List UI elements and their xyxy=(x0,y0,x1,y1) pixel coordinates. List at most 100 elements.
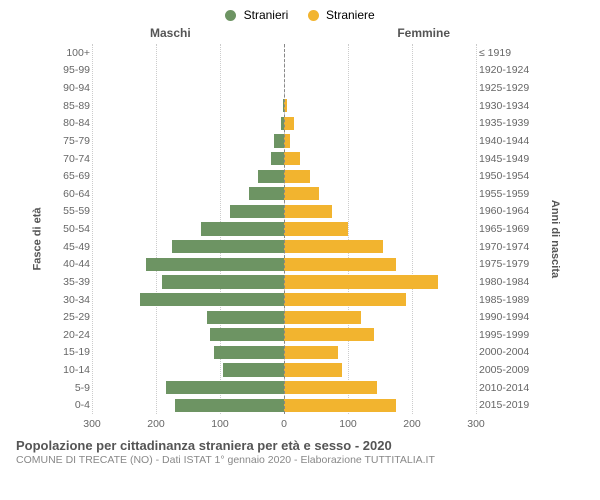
bar-zone-right xyxy=(284,399,476,412)
pyramid-row: 15-192000-2004 xyxy=(54,344,534,362)
bar-zone xyxy=(92,291,476,309)
bar-zone-left xyxy=(92,275,284,288)
bar-zone xyxy=(92,79,476,97)
bar-zone-left xyxy=(92,117,284,130)
birth-year-label: 2010-2014 xyxy=(476,382,534,394)
bar-male xyxy=(274,134,284,147)
bar-zone xyxy=(92,220,476,238)
birth-year-label: 1995-1999 xyxy=(476,329,534,341)
pyramid-row: 65-69 1950-1954 xyxy=(54,167,534,185)
bar-zone-right xyxy=(284,117,476,130)
birth-year-label: ≤ 1919 xyxy=(476,47,534,59)
bar-female xyxy=(284,275,438,288)
plot-area: Fasce di età Anni di nascita 100+ ≤ 1919 9… xyxy=(10,44,590,434)
pyramid-row: 5-92010-2014 xyxy=(54,379,534,397)
birth-year-label: 1985-1989 xyxy=(476,294,534,306)
bar-male xyxy=(140,293,284,306)
birth-year-label: 1965-1969 xyxy=(476,223,534,235)
pyramid-row: 10-142005-2009 xyxy=(54,361,534,379)
bar-zone xyxy=(92,326,476,344)
bar-zone-right xyxy=(284,240,476,253)
bar-zone xyxy=(92,379,476,397)
age-label: 85-89 xyxy=(54,100,92,112)
pyramid-row: 95-991920-1924 xyxy=(54,62,534,80)
bar-zone xyxy=(92,256,476,274)
bar-zone xyxy=(92,115,476,133)
bar-male xyxy=(146,258,284,271)
bar-zone-left xyxy=(92,222,284,235)
bar-zone-left xyxy=(92,170,284,183)
bar-zone-left xyxy=(92,328,284,341)
bar-male xyxy=(271,152,284,165)
birth-year-label: 1990-1994 xyxy=(476,311,534,323)
bar-zone-left xyxy=(92,399,284,412)
bar-zone-right xyxy=(284,363,476,376)
bar-zone xyxy=(92,150,476,168)
x-tick: 200 xyxy=(147,418,165,430)
age-label: 75-79 xyxy=(54,135,92,147)
bar-female xyxy=(284,152,300,165)
pyramid-rows: 100+ ≤ 1919 95-991920-192490-941925-1929 85… xyxy=(54,44,534,414)
pyramid-row: 20-24 1995-1999 xyxy=(54,326,534,344)
bar-zone-right xyxy=(284,152,476,165)
bar-zone-left xyxy=(92,99,284,112)
age-label: 45-49 xyxy=(54,241,92,253)
bar-zone-left xyxy=(92,293,284,306)
age-label: 35-39 xyxy=(54,276,92,288)
birth-year-label: 1960-1964 xyxy=(476,205,534,217)
bar-zone xyxy=(92,97,476,115)
age-label: 30-34 xyxy=(54,294,92,306)
bar-zone-left xyxy=(92,187,284,200)
bar-male xyxy=(172,240,284,253)
birth-year-label: 1925-1929 xyxy=(476,82,534,94)
pyramid-row: 0-4 2015-2019 xyxy=(54,397,534,415)
bar-zone xyxy=(92,167,476,185)
x-tick: 0 xyxy=(281,418,287,430)
age-label: 50-54 xyxy=(54,223,92,235)
age-label: 100+ xyxy=(54,47,92,59)
age-label: 65-69 xyxy=(54,170,92,182)
bar-zone-right xyxy=(284,311,476,324)
caption-subtitle: COMUNE DI TRECATE (NO) - Dati ISTAT 1° g… xyxy=(16,454,590,466)
bar-zone xyxy=(92,238,476,256)
legend-swatch-male xyxy=(225,10,236,21)
bar-zone-left xyxy=(92,134,284,147)
birth-year-label: 1970-1974 xyxy=(476,241,534,253)
bar-zone-right xyxy=(284,205,476,218)
bar-zone-left xyxy=(92,346,284,359)
bar-zone xyxy=(92,44,476,62)
bar-female xyxy=(284,205,332,218)
bar-male xyxy=(230,205,284,218)
legend: Stranieri Straniere xyxy=(10,8,590,22)
bar-zone-right xyxy=(284,64,476,77)
bar-female xyxy=(284,170,310,183)
bar-zone-right xyxy=(284,328,476,341)
age-label: 40-44 xyxy=(54,258,92,270)
bar-zone-left xyxy=(92,81,284,94)
birth-year-label: 2015-2019 xyxy=(476,399,534,411)
pyramid-row: 90-941925-1929 xyxy=(54,79,534,97)
pyramid-row: 50-54 1965-1969 xyxy=(54,220,534,238)
y-axis-right-title: Anni di nascita xyxy=(549,200,561,278)
legend-label-female: Straniere xyxy=(326,8,375,22)
age-label: 0-4 xyxy=(54,399,92,411)
pyramid-row: 80-841935-1939 xyxy=(54,115,534,133)
y-axis-left-title: Fasce di età xyxy=(31,208,43,271)
bar-female xyxy=(284,346,338,359)
header-male: Maschi xyxy=(150,26,191,40)
age-label: 20-24 xyxy=(54,329,92,341)
bar-zone-left xyxy=(92,381,284,394)
bar-zone-left xyxy=(92,258,284,271)
bar-male xyxy=(162,275,284,288)
bar-male xyxy=(175,399,284,412)
x-tick: 300 xyxy=(467,418,485,430)
birth-year-label: 1950-1954 xyxy=(476,170,534,182)
legend-swatch-female xyxy=(308,10,319,21)
age-label: 10-14 xyxy=(54,364,92,376)
bar-zone-right xyxy=(284,46,476,59)
bar-zone-right xyxy=(284,99,476,112)
bar-female xyxy=(284,258,396,271)
bar-female xyxy=(284,134,290,147)
bar-male xyxy=(223,363,284,376)
pyramid-row: 70-741945-1949 xyxy=(54,150,534,168)
